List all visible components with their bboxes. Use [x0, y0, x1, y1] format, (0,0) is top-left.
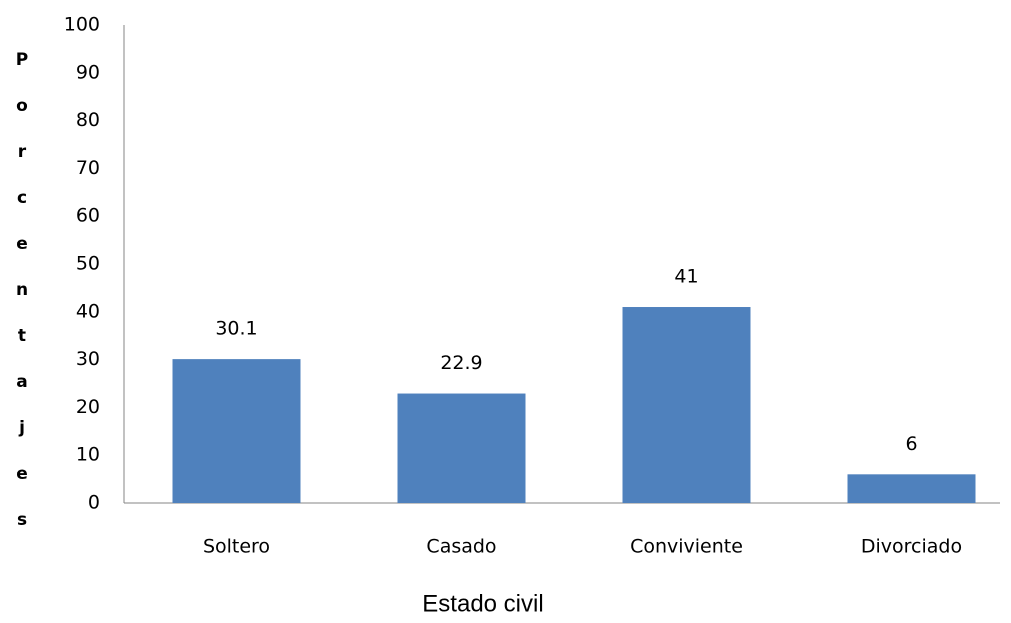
- y-tick-label: 80: [76, 109, 100, 131]
- x-tick-label: Casado: [426, 536, 496, 558]
- x-axis-title: Estado civil: [422, 590, 543, 617]
- y-tick-label: 40: [76, 300, 100, 322]
- value-label: 22.9: [440, 352, 482, 374]
- value-label: 41: [674, 266, 698, 288]
- value-label: 30.1: [215, 318, 257, 340]
- y-tick-label: 0: [88, 492, 100, 514]
- bar: [172, 359, 301, 503]
- y-tick-label: 70: [76, 157, 100, 179]
- y-tick-label: 60: [76, 205, 100, 227]
- x-tick-label: Conviviente: [630, 536, 743, 558]
- x-tick-label: Divorciado: [861, 536, 962, 558]
- y-tick-label: 20: [76, 396, 100, 418]
- bar: [397, 393, 526, 503]
- value-label: 6: [905, 433, 917, 455]
- x-tick-label: Soltero: [203, 536, 270, 558]
- bar: [622, 307, 751, 503]
- bar: [847, 474, 976, 503]
- y-tick-label: 100: [64, 14, 100, 36]
- y-tick-label: 30: [76, 348, 100, 370]
- y-tick-label: 50: [76, 253, 100, 275]
- y-tick-label: 90: [76, 61, 100, 83]
- y-tick-label: 10: [76, 444, 100, 466]
- y-axis-title: Porcentajes: [12, 50, 32, 556]
